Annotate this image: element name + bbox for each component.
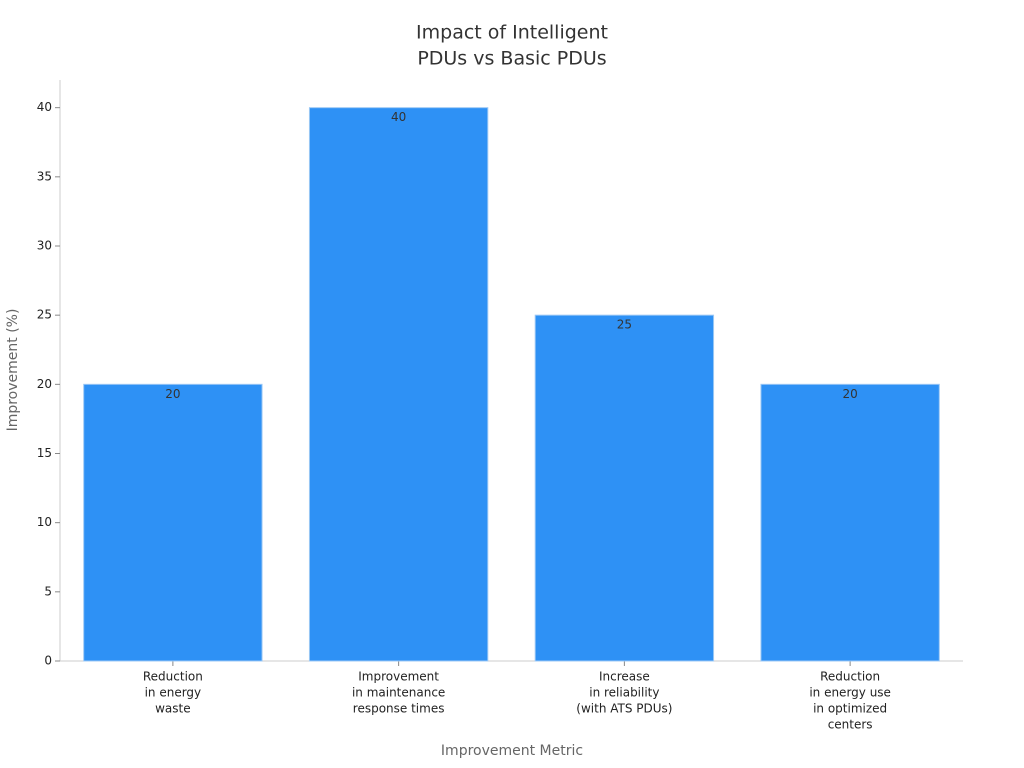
x-tick-label: Reduction (820, 670, 880, 684)
x-tick-label: Improvement (358, 670, 439, 684)
x-tick-label: Increase (599, 670, 650, 684)
y-tick-label: 0 (44, 654, 52, 668)
value-label: 25 (617, 318, 632, 332)
y-tick-label: 35 (37, 169, 52, 183)
y-tick-label: 20 (37, 377, 52, 391)
x-tick-label: centers (828, 718, 873, 732)
x-tick-label: in optimized (813, 702, 887, 716)
bar (308, 107, 489, 662)
x-tick-label: in maintenance (352, 686, 445, 700)
x-tick-label: (with ATS PDUs) (576, 702, 672, 716)
bar (534, 314, 715, 662)
bar (760, 383, 940, 662)
x-tick-label: in energy (145, 686, 202, 700)
x-tick-label: Reduction (143, 670, 203, 684)
value-label: 20 (165, 387, 180, 401)
y-tick-label: 40 (37, 100, 52, 114)
x-tick-label: response times (353, 702, 445, 716)
y-tick-label: 25 (37, 308, 52, 322)
x-tick-label: in reliability (589, 686, 659, 700)
bar (83, 383, 263, 662)
y-tick-label: 30 (37, 239, 52, 253)
x-axis-label: Improvement Metric (441, 743, 583, 759)
y-tick-label: 10 (37, 515, 52, 529)
chart-title: Impact of Intelligent PDUs vs Basic PDUs (416, 22, 608, 70)
x-tick-label: waste (155, 702, 191, 716)
chart-title-line: Impact of Intelligent (416, 22, 608, 44)
y-tick-label: 15 (37, 446, 52, 460)
value-label: 40 (391, 110, 406, 124)
x-tick-label: in energy use (809, 686, 891, 700)
chart-title-line: PDUs vs Basic PDUs (417, 48, 606, 70)
value-label: 20 (842, 387, 857, 401)
y-tick-label: 5 (44, 584, 52, 598)
y-axis-label: Improvement (%) (5, 309, 21, 432)
